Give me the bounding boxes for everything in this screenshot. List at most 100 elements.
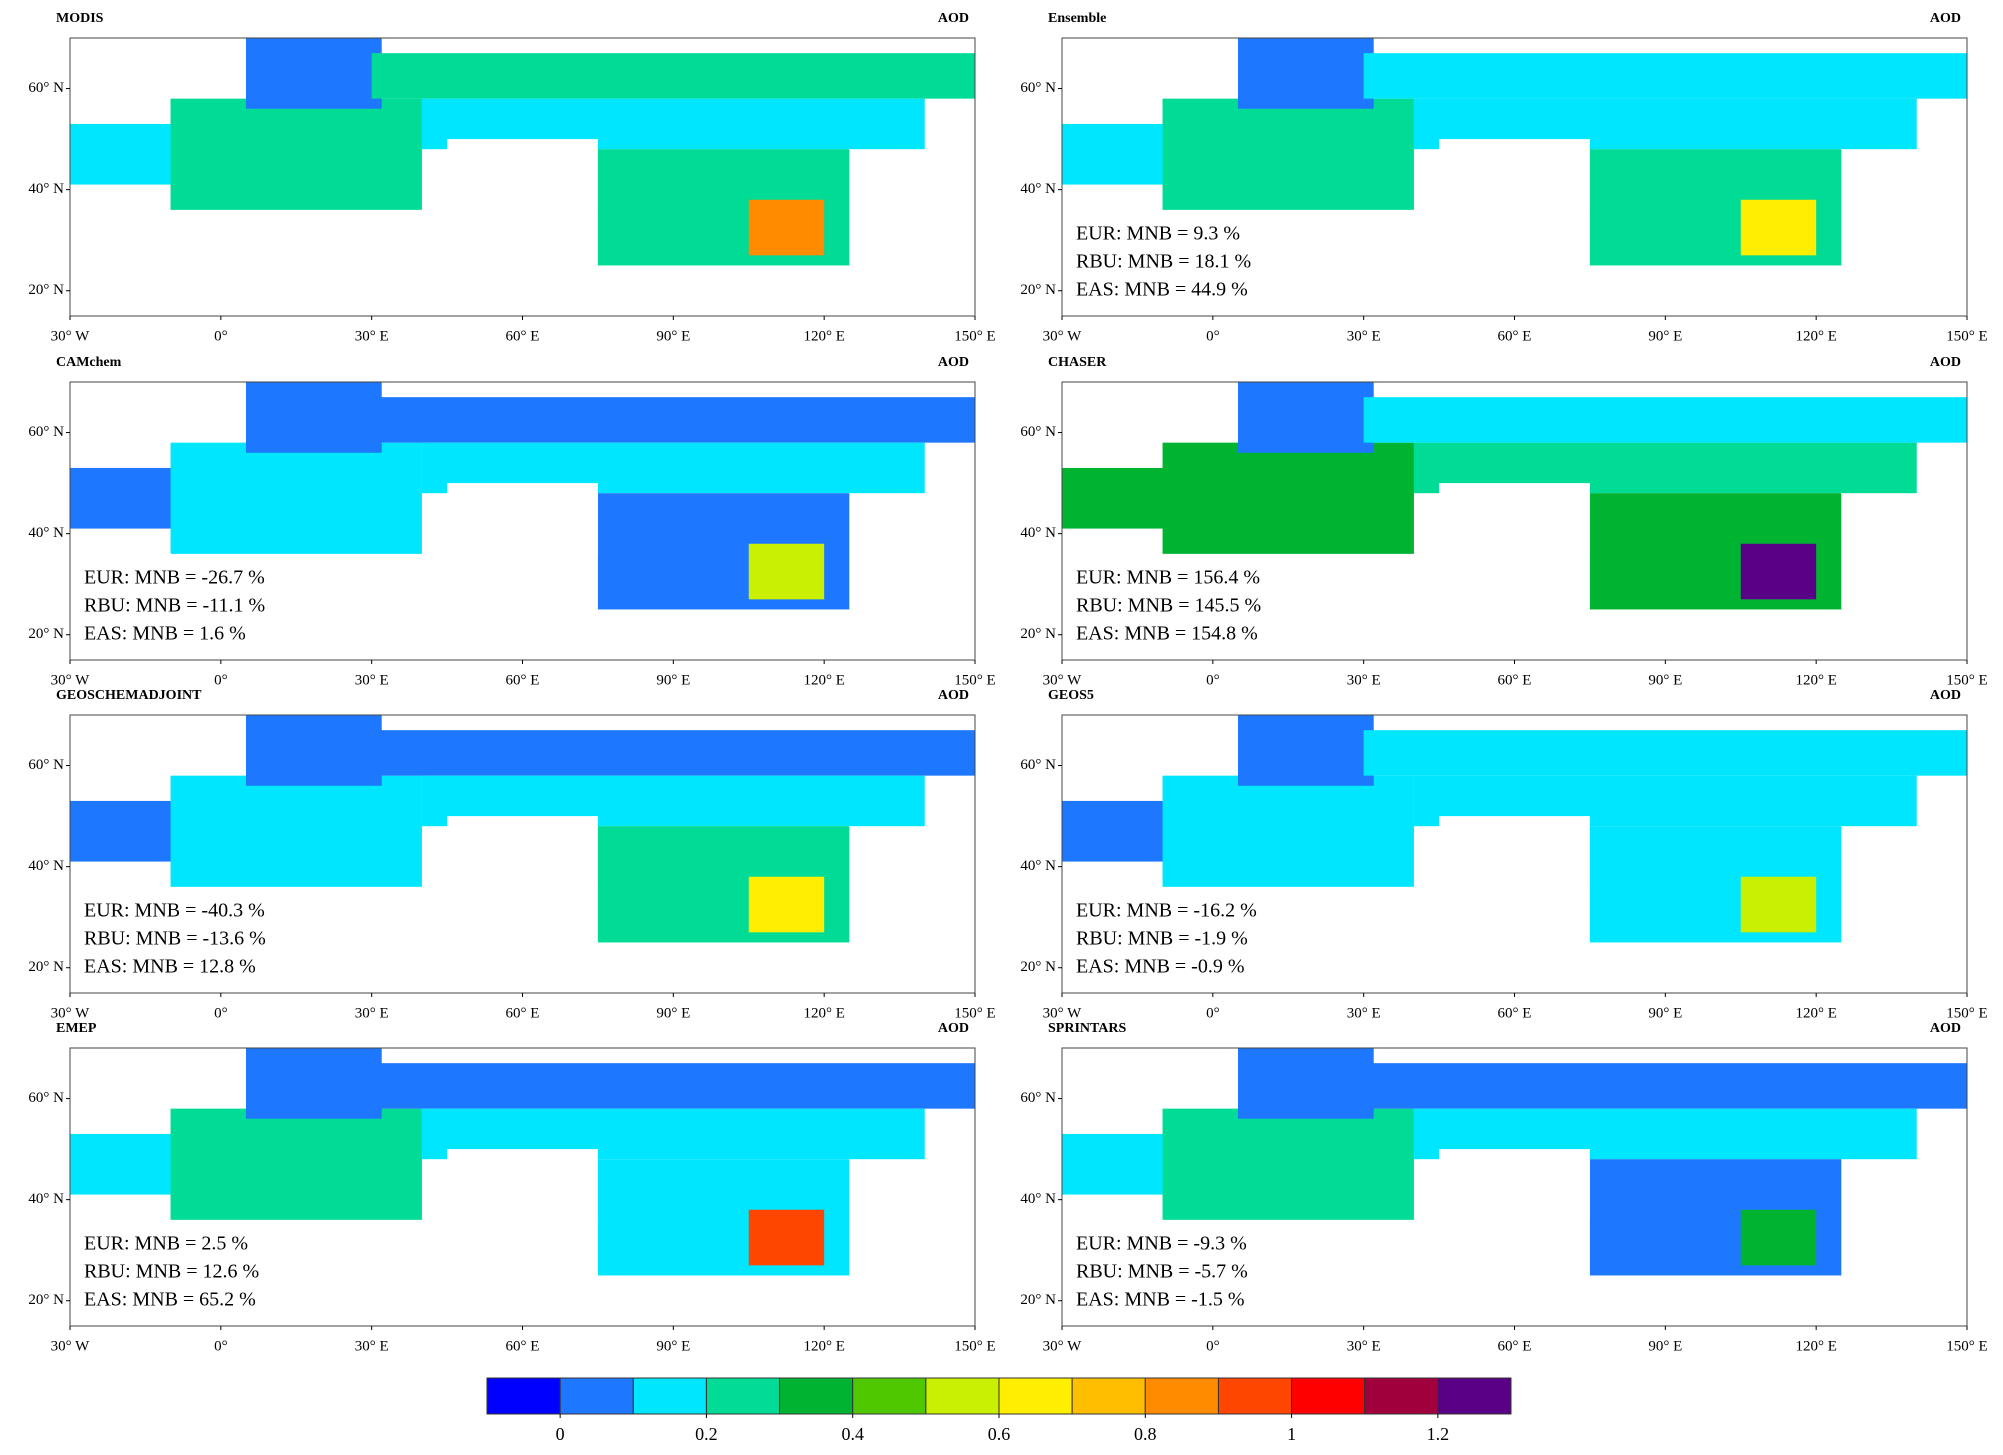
aod-region [748, 1209, 825, 1266]
lon-tick-label: 150° E [954, 1005, 995, 1021]
lon-tick-label: 30° E [1347, 328, 1381, 344]
lon-tick-label: 150° E [954, 328, 995, 344]
lon-tick-label: 150° E [1946, 328, 1987, 344]
map-panel: SPRINTARS AOD 20° N 40° N 60° N 30° W 0° 30° E 6… [1020, 1021, 1987, 1354]
colorbar-tick-label: 0.2 [695, 1424, 718, 1444]
no-data-region [447, 816, 598, 887]
mnb-stat: EUR: MNB = -9.3 % [1076, 1233, 1247, 1255]
lon-tick-label: 0° [214, 672, 228, 688]
lon-tick-label: 30° W [1043, 1005, 1082, 1021]
no-data-region [1439, 1149, 1590, 1220]
lon-tick-label: 150° E [1946, 672, 1987, 688]
lat-tick-label: 20° N [28, 626, 64, 642]
lon-tick-label: 0° [1206, 328, 1220, 344]
lat-tick-label: 60° N [1020, 424, 1056, 440]
aod-region [1363, 730, 1967, 776]
lat-tick-label: 60° N [28, 1090, 64, 1106]
panel-title: GEOSCHEMADJOINT [56, 688, 202, 703]
lon-tick-label: 90° E [656, 328, 690, 344]
lon-tick-label: 90° E [1648, 1005, 1682, 1021]
lon-tick-label: 120° E [803, 672, 844, 688]
lon-tick-label: 120° E [803, 1338, 844, 1354]
colorbar-segment [705, 1377, 781, 1415]
mnb-stat: EAS: MNB = -1.5 % [1076, 1289, 1245, 1311]
panel-label: AOD [1930, 355, 1961, 370]
lat-tick-label: 60° N [28, 757, 64, 773]
mnb-stat: EUR: MNB = 156.4 % [1076, 567, 1260, 589]
no-data-region [1439, 483, 1590, 554]
aod-region [371, 397, 976, 443]
aod-region [1740, 199, 1817, 256]
mnb-stat: EAS: MNB = 12.8 % [84, 956, 256, 978]
lon-tick-label: 30° W [1043, 328, 1082, 344]
lon-tick-label: 60° E [1498, 328, 1532, 344]
lon-tick-label: 60° E [1498, 1338, 1532, 1354]
lon-tick-label: 90° E [656, 672, 690, 688]
lon-tick-label: 0° [1206, 1338, 1220, 1354]
lat-tick-label: 20° N [1020, 282, 1056, 298]
mnb-stat: EAS: MNB = 44.9 % [1076, 279, 1248, 301]
lon-tick-label: 60° E [1498, 1005, 1532, 1021]
aod-region [1162, 98, 1414, 210]
lon-tick-label: 30° W [1043, 672, 1082, 688]
colorbar-segment [486, 1377, 561, 1415]
lat-tick-label: 40° N [1020, 858, 1056, 874]
aod-region [170, 98, 422, 210]
map-panel: CHASER AOD 20° N 40° N 60° N 30° W 0° 30° E 60° … [1020, 355, 1987, 688]
colorbar-segment [559, 1377, 634, 1415]
colorbar-tick-label: 0 [556, 1424, 565, 1444]
mnb-stat: RBU: MNB = 12.6 % [84, 1261, 259, 1283]
aod-region [245, 382, 382, 453]
mnb-stat: RBU: MNB = -1.9 % [1076, 928, 1248, 950]
no-data-region [1439, 816, 1590, 887]
lon-tick-label: 120° E [803, 328, 844, 344]
colorbar-segment [632, 1377, 707, 1415]
lon-tick-label: 60° E [506, 328, 540, 344]
colorbar-tick-label: 1.2 [1427, 1424, 1450, 1444]
lon-tick-label: 0° [214, 1005, 228, 1021]
lat-tick-label: 20° N [28, 959, 64, 975]
map-panel: CAMchem AOD 20° N 40° N 60° N 30° W 0° 30° E 60°… [28, 355, 995, 688]
panel-label: AOD [1930, 11, 1961, 26]
mnb-stat: EUR: MNB = 9.3 % [1076, 223, 1240, 245]
lon-tick-label: 150° E [1946, 1338, 1987, 1354]
aod-region [748, 876, 825, 933]
aod-region [1740, 876, 1817, 933]
lon-tick-label: 30° W [51, 1338, 90, 1354]
aod-region [748, 543, 825, 600]
lon-tick-label: 90° E [656, 1005, 690, 1021]
lat-tick-label: 20° N [28, 1292, 64, 1308]
colorbar-tick-label: 0.8 [1134, 1424, 1157, 1444]
map-panel: GEOSCHEMADJOINT AOD 20° N 40° N 60° N 30° W 0°… [28, 688, 995, 1021]
map-panel: EMEP AOD 20° N 40° N 60° N 30° W 0° 30° E 60° E 9… [28, 1021, 995, 1354]
aod-region [748, 199, 825, 256]
mnb-stat: EAS: MNB = 65.2 % [84, 1289, 256, 1311]
colorbar-tick-label: 0.6 [988, 1424, 1011, 1444]
panel-label: AOD [938, 688, 969, 703]
aod-region [245, 38, 382, 109]
lon-tick-label: 30° E [355, 1005, 389, 1021]
aod-region [1740, 543, 1817, 600]
lon-tick-label: 30° E [1347, 1338, 1381, 1354]
lat-tick-label: 40° N [1020, 181, 1056, 197]
aod-region [170, 1108, 422, 1220]
lon-tick-label: 90° E [1648, 672, 1682, 688]
aod-region [245, 715, 382, 786]
aod-region [1237, 1048, 1374, 1119]
mnb-stat: EAS: MNB = 1.6 % [84, 623, 246, 645]
colorbar-tick-label: 0.4 [841, 1424, 864, 1444]
no-data-region [1439, 139, 1590, 210]
colorbar-segment [1217, 1377, 1293, 1415]
mnb-stat: EUR: MNB = -16.2 % [1076, 900, 1257, 922]
lon-tick-label: 30° E [1347, 1005, 1381, 1021]
lat-tick-label: 40° N [28, 181, 64, 197]
panel-label: AOD [938, 1021, 969, 1036]
colorbar-segment [998, 1377, 1073, 1415]
mnb-stat: RBU: MNB = -11.1 % [84, 595, 265, 617]
aod-region [1237, 38, 1374, 109]
lat-tick-label: 40° N [28, 525, 64, 541]
panel-label: AOD [1930, 1021, 1961, 1036]
aod-region [245, 1048, 382, 1119]
lat-tick-label: 20° N [28, 282, 64, 298]
